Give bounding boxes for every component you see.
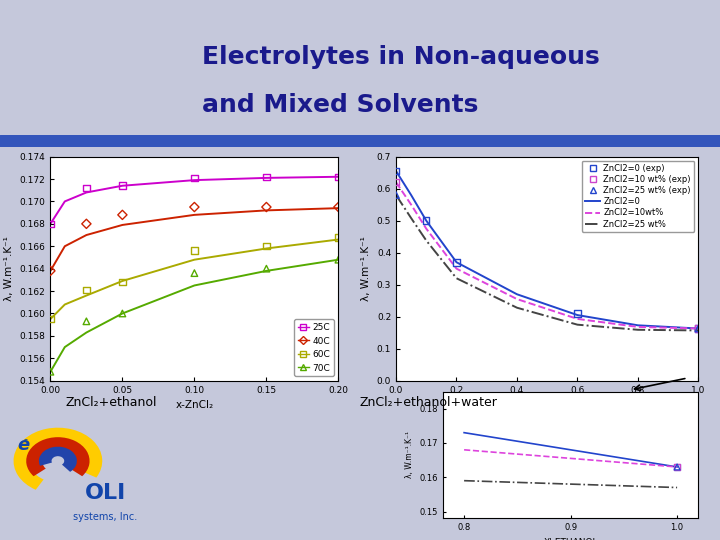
Point [671, 463, 683, 471]
Wedge shape [26, 437, 89, 476]
Point [333, 172, 344, 181]
Text: systems, Inc.: systems, Inc. [73, 512, 138, 522]
Point [189, 269, 200, 278]
Wedge shape [14, 428, 102, 490]
Point [420, 217, 432, 225]
X-axis label: X'-ETHANOL: X'-ETHANOL [516, 400, 579, 410]
Point [671, 463, 683, 471]
Point [693, 324, 704, 333]
Point [189, 202, 200, 211]
Point [45, 220, 56, 228]
Text: and Mixed Solvents: and Mixed Solvents [202, 93, 478, 117]
Legend: ZnCl2=0 (exp), ZnCl2=10 wt% (exp), ZnCl2=25 wt% (exp), ZnCl2=0, ZnCl2=10wt%, ZnC: ZnCl2=0 (exp), ZnCl2=10 wt% (exp), ZnCl2… [582, 161, 694, 232]
X-axis label: X'-ETHANOL: X'-ETHANOL [544, 538, 598, 540]
Y-axis label: λ, W.m⁻¹.K⁻¹: λ, W.m⁻¹.K⁻¹ [4, 236, 14, 301]
Point [117, 309, 128, 318]
Text: OLI: OLI [85, 483, 126, 503]
Text: ZnCl₂+ethanol+water: ZnCl₂+ethanol+water [359, 396, 498, 409]
Text: -: - [23, 435, 27, 444]
Point [572, 309, 583, 318]
Text: ZnCl₂+ethanol: ZnCl₂+ethanol [66, 396, 158, 409]
Point [333, 255, 344, 264]
Point [117, 211, 128, 219]
Point [189, 246, 200, 255]
Point [261, 202, 272, 211]
Point [81, 184, 92, 192]
Point [693, 324, 704, 333]
Point [390, 178, 402, 186]
Point [45, 315, 56, 323]
Point [261, 242, 272, 251]
Text: Electrolytes in Non-aqueous: Electrolytes in Non-aqueous [202, 45, 599, 69]
Point [261, 172, 272, 181]
Point [45, 267, 56, 275]
Legend: 25C, 40C, 60C, 70C: 25C, 40C, 60C, 70C [294, 320, 334, 376]
Point [390, 167, 402, 176]
Point [671, 463, 683, 471]
Y-axis label: λ, W.m⁻¹.K⁻¹: λ, W.m⁻¹.K⁻¹ [361, 236, 372, 301]
Wedge shape [39, 447, 77, 472]
X-axis label: x-ZnCl₂: x-ZnCl₂ [176, 400, 213, 410]
Point [189, 173, 200, 182]
Point [693, 324, 704, 333]
Point [45, 367, 56, 376]
Point [81, 220, 92, 228]
Point [333, 202, 344, 211]
Text: e: e [17, 436, 30, 455]
Point [451, 258, 462, 267]
Point [333, 233, 344, 241]
Point [117, 181, 128, 190]
Point [81, 317, 92, 326]
Point [261, 265, 272, 273]
Y-axis label: λ, W.m⁻¹.K⁻¹: λ, W.m⁻¹.K⁻¹ [405, 431, 414, 478]
Point [390, 191, 402, 199]
Point [117, 278, 128, 286]
Point [81, 286, 92, 294]
